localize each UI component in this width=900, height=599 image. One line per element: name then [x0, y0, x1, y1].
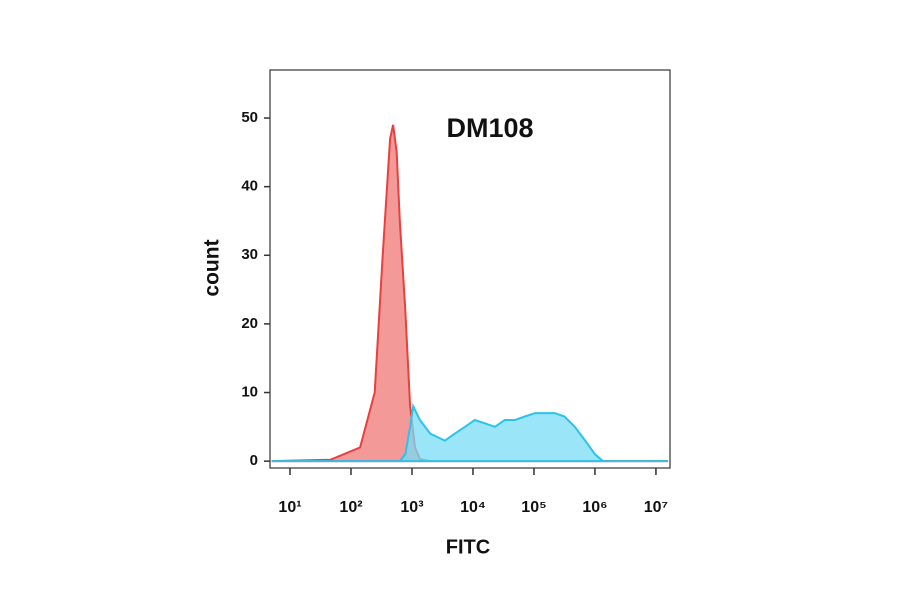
x-tick-label: 10⁶: [582, 499, 607, 516]
x-tick-label: 10⁷: [644, 499, 668, 516]
y-tick-label: 20: [241, 315, 258, 332]
x-tick-label: 10¹: [278, 499, 301, 516]
annotation: DM108: [446, 113, 533, 143]
y-tick-label: 30: [241, 246, 258, 263]
x-tick-label: 10⁵: [521, 499, 546, 516]
histogram-area: [271, 124, 669, 463]
y-tick-label: 0: [250, 452, 258, 469]
histogram-area: [271, 402, 669, 463]
y-tick-label: 10: [241, 383, 258, 400]
y-tick-label: 50: [241, 109, 258, 126]
x-tick-label: 10⁴: [460, 499, 486, 516]
x-tick-label: 10³: [400, 499, 423, 516]
x-axis-label: FITC: [446, 536, 490, 558]
x-tick-label: 10²: [339, 499, 362, 516]
plot-frame: [269, 69, 671, 469]
y-axis-label: count: [201, 239, 224, 296]
y-tick-label: 40: [241, 178, 258, 195]
